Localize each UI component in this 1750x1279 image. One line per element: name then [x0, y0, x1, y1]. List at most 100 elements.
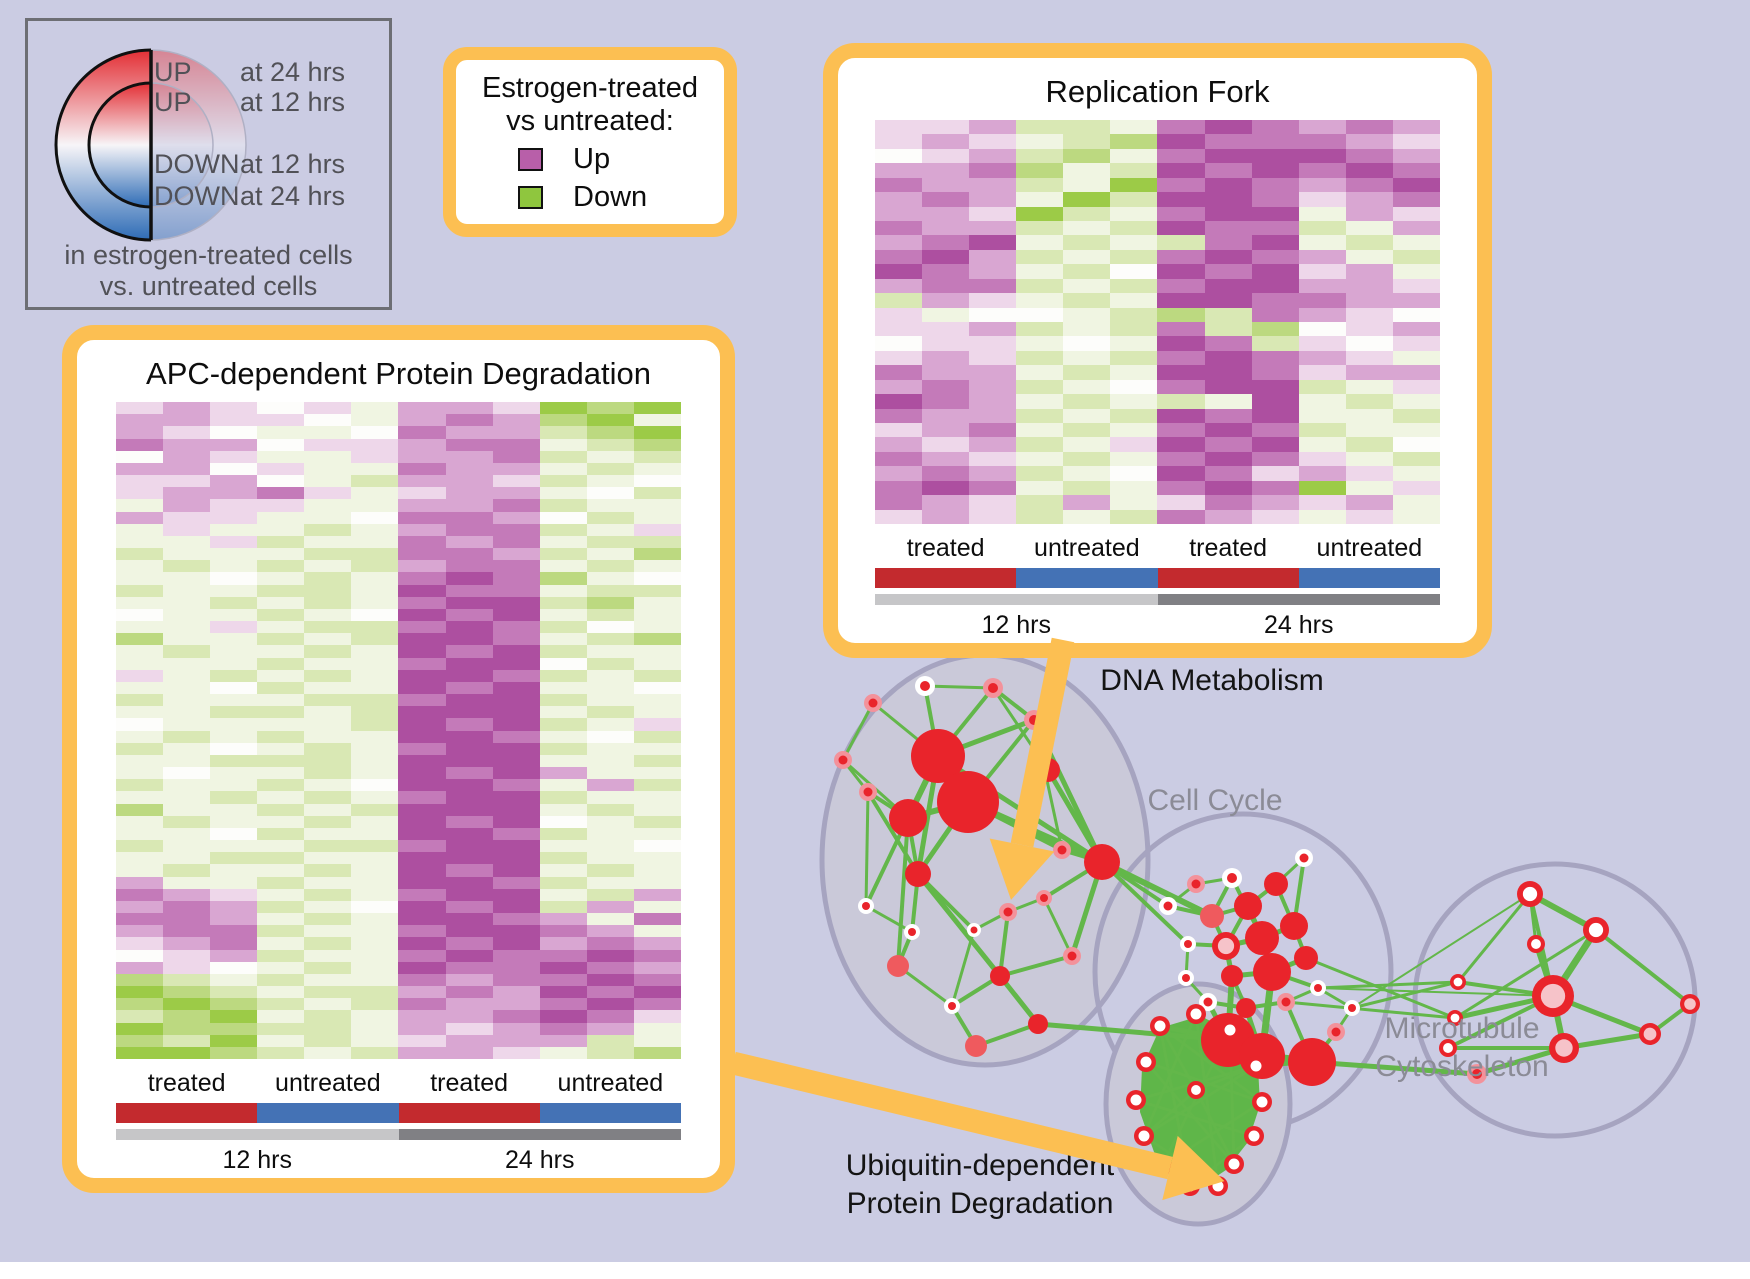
- heatmap-cell: [257, 864, 305, 877]
- heatmap-cell: [969, 177, 1017, 193]
- heatmap-cell: [586, 852, 634, 865]
- heatmap-cell: [445, 1034, 493, 1047]
- heatmap-cell: [116, 888, 164, 901]
- heatmap-cell: [539, 876, 587, 889]
- heatmap-cell: [116, 462, 164, 475]
- heatmap-cell: [586, 596, 634, 609]
- heatmap-cell: [351, 1010, 399, 1023]
- heatmap-cell: [257, 803, 305, 816]
- heatmap-cell: [445, 718, 493, 731]
- updown-circle-legend: UP at 24 hrs UP at 12 hrs DOWN at 12 hrs…: [25, 18, 392, 310]
- heatmap-cell: [445, 949, 493, 962]
- heatmap-cell: [257, 815, 305, 828]
- heatmap-cell: [398, 523, 446, 536]
- heatmap-cell: [351, 584, 399, 597]
- heatmap-cell: [492, 584, 540, 597]
- heatmap-cell: [1345, 264, 1393, 279]
- heatmap-cell: [492, 633, 540, 646]
- heatmap-cell: [922, 437, 970, 452]
- heatmap-cell: [633, 900, 681, 913]
- heatmap-cell: [1063, 163, 1111, 178]
- heatmap-cell: [398, 913, 446, 926]
- heatmap-cell: [304, 487, 352, 500]
- heatmap-cell: [304, 450, 352, 463]
- heatmap-cell: [304, 767, 352, 780]
- heatmap-cell: [586, 973, 634, 986]
- heatmap-cell: [633, 633, 681, 646]
- heatmap-cell: [1392, 466, 1440, 481]
- heatmap-cell: [351, 523, 399, 536]
- heatmap-cell: [875, 120, 923, 135]
- heatmap-cell: [210, 706, 258, 719]
- heatmap-cell: [351, 840, 399, 853]
- heatmap-cell: [351, 438, 399, 451]
- heatmap-cell: [875, 206, 923, 221]
- legend-down-24-dir: DOWN: [154, 181, 240, 211]
- heatmap-cell: [875, 163, 923, 178]
- heatmap-cell: [1298, 495, 1346, 510]
- heatmap-cell: [1157, 394, 1205, 409]
- heatmap-cell: [1251, 437, 1299, 452]
- heatmap-cell: [539, 706, 587, 719]
- heatmap-cell: [875, 307, 923, 322]
- heatmap-cell: [492, 1034, 540, 1047]
- heatmap-cell: [1298, 408, 1346, 423]
- heatmap-cell: [257, 961, 305, 974]
- heatmap-cell: [351, 645, 399, 658]
- heatmap-cell: [539, 900, 587, 913]
- heatmap-cell: [1298, 394, 1346, 409]
- heatmap-cell: [163, 718, 211, 731]
- heatmap-cell: [398, 803, 446, 816]
- heatmap-cell: [304, 414, 352, 427]
- heatmap-cell: [163, 791, 211, 804]
- heatmap-cell: [1016, 350, 1064, 366]
- heatmap-cell: [210, 937, 258, 950]
- heatmap-cell: [1251, 264, 1299, 279]
- heatmap-cell: [492, 925, 540, 938]
- heatmap-cell: [969, 322, 1017, 337]
- heatmap-cell: [304, 1022, 352, 1035]
- heatmap-cell: [304, 986, 352, 999]
- heatmap-cell: [586, 998, 634, 1011]
- heatmap-cell: [586, 462, 634, 475]
- heatmap-cell: [257, 523, 305, 536]
- heatmap-cell: [1251, 206, 1299, 221]
- heatmap-cell: [1204, 120, 1252, 135]
- heatmap-cell: [257, 767, 305, 780]
- heatmap-cell: [398, 706, 446, 719]
- heatmap-cell: [539, 475, 587, 488]
- heatmap-cell: [875, 235, 923, 250]
- heatmap-cell: [163, 1034, 211, 1047]
- heatmap-cell: [257, 937, 305, 950]
- heatmap-cell: [1392, 480, 1440, 496]
- heatmap-cell: [492, 462, 540, 475]
- apc-heatmap: [116, 402, 681, 1059]
- heatmap-cell: [210, 986, 258, 999]
- heatmap-cell: [163, 937, 211, 950]
- heatmap-cell: [304, 426, 352, 439]
- heatmap-cell: [492, 426, 540, 439]
- up-label: Up: [573, 143, 611, 175]
- heatmap-cell: [539, 560, 587, 573]
- heatmap-cell: [1157, 235, 1205, 250]
- heatmap-cell: [1392, 163, 1440, 178]
- heatmap-cell: [257, 548, 305, 561]
- heatmap-cell: [445, 913, 493, 926]
- heatmap-cell: [398, 621, 446, 634]
- heatmap-cell: [163, 1022, 211, 1035]
- heatmap-cell: [398, 548, 446, 561]
- heatmap-cell: [586, 487, 634, 500]
- heatmap-cell: [633, 523, 681, 536]
- heatmap-cell: [351, 998, 399, 1011]
- heatmap-cell: [586, 694, 634, 707]
- heatmap-cell: [969, 148, 1017, 164]
- heatmap-cell: [351, 596, 399, 609]
- heatmap-cell: [539, 657, 587, 670]
- heatmap-cell: [492, 402, 540, 415]
- heatmap-cell: [398, 1022, 446, 1035]
- heatmap-cell: [304, 572, 352, 585]
- heatmap-cell: [1251, 278, 1299, 294]
- heatmap-cell: [586, 621, 634, 634]
- heatmap-cell: [1157, 307, 1205, 322]
- heatmap-cell: [257, 827, 305, 840]
